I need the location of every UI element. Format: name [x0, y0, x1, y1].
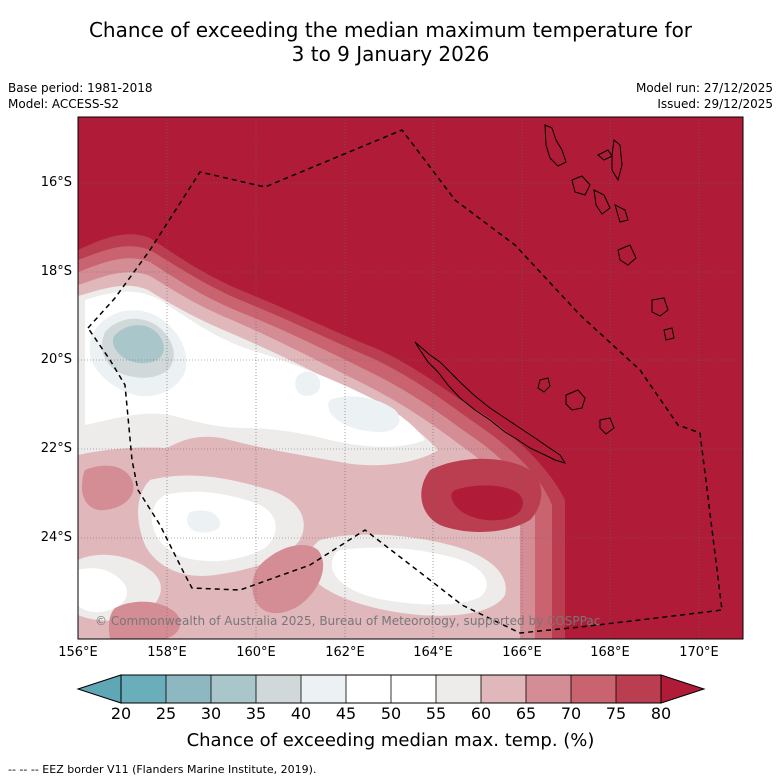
eez-footnote: -- -- -- EEZ border V11 (Flanders Marine…	[8, 763, 317, 776]
new-caledonia-coast	[414, 341, 567, 464]
loyalty-island-1	[537, 377, 551, 393]
lon-label-166e: 166°E	[502, 645, 542, 660]
eez-border	[87, 129, 723, 634]
colorbar-high-extension	[660, 674, 706, 704]
probability-region-50-mid	[331, 547, 487, 605]
colorbar-segment-25-30	[166, 675, 211, 703]
colorbar-tick-60: 60	[470, 704, 492, 723]
colorbar-segment-70-75	[571, 675, 616, 703]
map-area	[78, 117, 743, 639]
colorbar-tick-80: 80	[650, 704, 672, 723]
title-line-2: 3 to 9 January 2026	[291, 42, 490, 66]
probability-region-80-core	[451, 485, 524, 521]
map-title: Chance of exceeding the median maximum t…	[0, 18, 781, 66]
coastlines	[414, 124, 675, 464]
colorbar-tick-45: 45	[335, 704, 357, 723]
colorbar-tick-55: 55	[425, 704, 447, 723]
lat-label-22s: 22°S	[40, 441, 72, 456]
probability-region-50-bottom	[78, 568, 128, 613]
lat-label-18s: 18°S	[40, 264, 72, 279]
colorbar-tick-50: 50	[380, 704, 402, 723]
meta-left: Base period: 1981-2018 Model: ACCESS-S2	[8, 80, 153, 112]
colorbar-segment-35-40	[256, 675, 301, 703]
map-frame	[77, 116, 744, 640]
lon-label-158e: 158°E	[147, 645, 187, 660]
vanuatu-island-7	[617, 244, 637, 266]
probability-region-65-left	[82, 465, 134, 511]
colorbar-title: Chance of exceeding median max. temp. (%…	[186, 730, 595, 751]
vanuatu-island-9	[663, 327, 675, 341]
model-name: Model: ACCESS-S2	[8, 97, 120, 111]
colorbar-tick-35: 35	[245, 704, 267, 723]
colorbar-dividers	[165, 675, 617, 703]
probability-region-40-d	[187, 510, 221, 533]
colorbar-segment-65-70	[526, 675, 571, 703]
lon-label-160e: 160°E	[236, 645, 276, 660]
vanuatu-island-8	[651, 297, 669, 317]
colorbar-tick-40: 40	[290, 704, 312, 723]
lon-label-156e: 156°E	[58, 645, 98, 660]
loyalty-island-2	[565, 389, 586, 411]
colorbar-segment-55-60	[436, 675, 481, 703]
lon-label-162e: 162°E	[325, 645, 365, 660]
base-period: Base period: 1981-2018	[8, 81, 153, 95]
colorbar-segment-40-45	[301, 675, 346, 703]
model-run: Model run: 27/12/2025	[635, 81, 773, 95]
lon-label-164e: 164°E	[413, 645, 453, 660]
colorbar-segment-30-35	[211, 675, 256, 703]
colorbar-tick-25: 25	[155, 704, 177, 723]
vanuatu-island-3	[611, 139, 623, 182]
copyright-credit: © Commonwealth of Australia 2025, Bureau…	[95, 614, 601, 628]
lon-label-170e: 170°E	[679, 645, 719, 660]
colorbar-segment-20-25	[121, 675, 166, 703]
gridlines	[78, 117, 743, 639]
colorbar-tick-30: 30	[200, 704, 222, 723]
probability-region-65-bottom	[108, 601, 181, 639]
colorbar-segment-60-65	[481, 675, 526, 703]
colorbar-segment-45-50	[346, 675, 391, 703]
vanuatu-island-4	[571, 175, 591, 196]
colorbar	[76, 674, 706, 704]
lon-label-168e: 168°E	[590, 645, 630, 660]
lat-label-24s: 24°S	[40, 530, 72, 545]
lat-label-20s: 20°S	[40, 352, 72, 367]
probability-region-40-b	[328, 396, 400, 432]
colorbar-segment-50-55	[391, 675, 436, 703]
loyalty-island-3	[599, 417, 615, 435]
lat-label-16s: 16°S	[40, 175, 72, 190]
title-line-1: Chance of exceeding the median maximum t…	[88, 18, 693, 42]
colorbar-segment-75-80	[616, 675, 661, 703]
colorbar-tick-65: 65	[515, 704, 537, 723]
vanuatu-island-1	[544, 124, 567, 167]
colorbar-tick-70: 70	[560, 704, 582, 723]
meta-right: Model run: 27/12/2025 Issued: 29/12/2025	[636, 80, 773, 112]
probability-region-40-c	[295, 371, 321, 396]
colorbar-low-extension	[76, 674, 122, 704]
probability-region-65-mid	[252, 545, 324, 614]
colorbar-tick-75: 75	[605, 704, 627, 723]
issued-date: Issued: 29/12/2025	[657, 97, 773, 111]
vanuatu-island-6	[614, 204, 629, 223]
colorbar-tick-20: 20	[110, 704, 132, 723]
probability-region-30	[112, 325, 164, 364]
vanuatu-island-5	[593, 189, 611, 215]
